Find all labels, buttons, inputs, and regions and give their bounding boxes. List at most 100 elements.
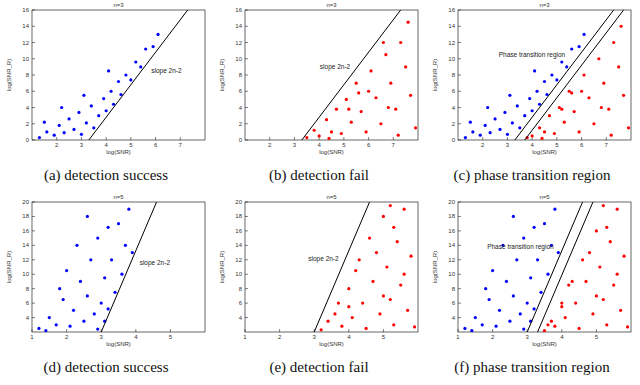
title: n=5 bbox=[539, 194, 550, 200]
x-tick bbox=[348, 329, 349, 332]
y-tick-label: 0 bbox=[26, 137, 30, 143]
point bbox=[523, 114, 526, 117]
y-tick-label: 8 bbox=[26, 286, 30, 292]
y-tick-label: 10 bbox=[22, 56, 29, 62]
x-tick bbox=[556, 137, 557, 140]
y-tick bbox=[245, 58, 248, 59]
x-tick bbox=[106, 137, 107, 140]
point bbox=[103, 276, 106, 279]
annotation: slope 2n-2 bbox=[320, 63, 351, 71]
point bbox=[508, 94, 511, 97]
point bbox=[607, 108, 610, 111]
point bbox=[580, 90, 583, 93]
y-tick bbox=[458, 288, 461, 289]
point bbox=[531, 134, 534, 137]
y-tick bbox=[245, 202, 248, 203]
point bbox=[44, 329, 47, 332]
y-tick bbox=[245, 75, 248, 76]
x-tick-label: 6 bbox=[580, 142, 584, 148]
point bbox=[355, 82, 358, 85]
x-tick bbox=[130, 137, 131, 140]
point bbox=[124, 244, 127, 247]
point bbox=[75, 244, 78, 247]
point bbox=[82, 94, 85, 97]
y-tick-label: 4 bbox=[26, 315, 30, 321]
plot-area bbox=[37, 202, 156, 332]
y-tick-label: 10 bbox=[22, 271, 29, 277]
x-tick bbox=[458, 329, 459, 332]
point bbox=[394, 108, 397, 111]
point bbox=[543, 329, 546, 332]
slope-line bbox=[302, 10, 401, 140]
y-tick-label: 20 bbox=[22, 199, 29, 205]
point bbox=[365, 130, 368, 133]
x-tick-label: 7 bbox=[179, 142, 183, 148]
point bbox=[570, 47, 573, 50]
y-tick bbox=[458, 274, 461, 275]
point bbox=[55, 323, 58, 326]
point bbox=[409, 94, 412, 97]
point bbox=[529, 276, 532, 279]
slope-line bbox=[525, 10, 624, 140]
y-tick-label: 8 bbox=[452, 286, 456, 292]
point bbox=[139, 65, 142, 68]
point bbox=[350, 121, 353, 124]
y-tick bbox=[458, 303, 461, 304]
y-axis-label: log(SNR_R) bbox=[432, 59, 438, 91]
x-tick-label: 1 bbox=[456, 334, 460, 340]
annotation: slope 2n-2 bbox=[151, 67, 182, 75]
y-tick bbox=[458, 123, 461, 124]
y-tick-label: 14 bbox=[448, 23, 455, 29]
point bbox=[387, 106, 390, 109]
y-tick bbox=[32, 140, 35, 141]
x-tick bbox=[294, 137, 295, 140]
y-tick bbox=[32, 123, 35, 124]
plot-area bbox=[38, 10, 188, 140]
point bbox=[540, 137, 543, 140]
y-tick-label: 16 bbox=[235, 7, 242, 13]
point bbox=[494, 325, 497, 328]
x-axis-label: log(SNR) bbox=[532, 149, 557, 155]
point bbox=[53, 134, 56, 137]
y-tick-label: 4 bbox=[452, 105, 456, 111]
y-tick bbox=[245, 10, 248, 11]
y-axis-label: log(SNR_R) bbox=[432, 251, 438, 283]
y-tick bbox=[245, 216, 248, 217]
point bbox=[538, 126, 541, 129]
plot-frame bbox=[245, 202, 418, 332]
y-tick bbox=[245, 245, 248, 246]
point bbox=[63, 131, 66, 134]
y-tick-label: 16 bbox=[448, 7, 455, 13]
point bbox=[96, 328, 99, 331]
point bbox=[516, 104, 519, 107]
panel: 12345468101214161820n=5log(SNR)log(SNR_R… bbox=[432, 194, 631, 376]
x-tick-label: 3 bbox=[100, 334, 104, 340]
caption: (f) phase transition region bbox=[454, 359, 610, 376]
point bbox=[58, 124, 61, 127]
point bbox=[382, 215, 385, 218]
point bbox=[80, 133, 83, 136]
point bbox=[58, 287, 61, 290]
y-tick-label: 14 bbox=[22, 23, 29, 29]
y-tick-label: 16 bbox=[22, 228, 29, 234]
plot-frame bbox=[458, 202, 631, 332]
point bbox=[404, 65, 407, 68]
y-tick-label: 6 bbox=[452, 88, 456, 94]
point bbox=[533, 307, 536, 310]
point bbox=[564, 316, 567, 319]
figure: 2345670246810121416n=3log(SNR)log(SNR_R)… bbox=[0, 0, 640, 385]
point bbox=[464, 136, 467, 139]
point bbox=[612, 283, 615, 286]
point bbox=[305, 136, 308, 139]
point bbox=[539, 291, 542, 294]
point bbox=[616, 273, 619, 276]
x-tick-label: 3 bbox=[293, 142, 297, 148]
plot-area bbox=[314, 202, 416, 332]
point bbox=[574, 302, 577, 305]
point bbox=[403, 273, 406, 276]
point bbox=[522, 328, 525, 331]
x-tick bbox=[32, 329, 33, 332]
y-tick bbox=[32, 26, 35, 27]
y-tick bbox=[245, 288, 248, 289]
y-tick-label: 10 bbox=[448, 56, 455, 62]
